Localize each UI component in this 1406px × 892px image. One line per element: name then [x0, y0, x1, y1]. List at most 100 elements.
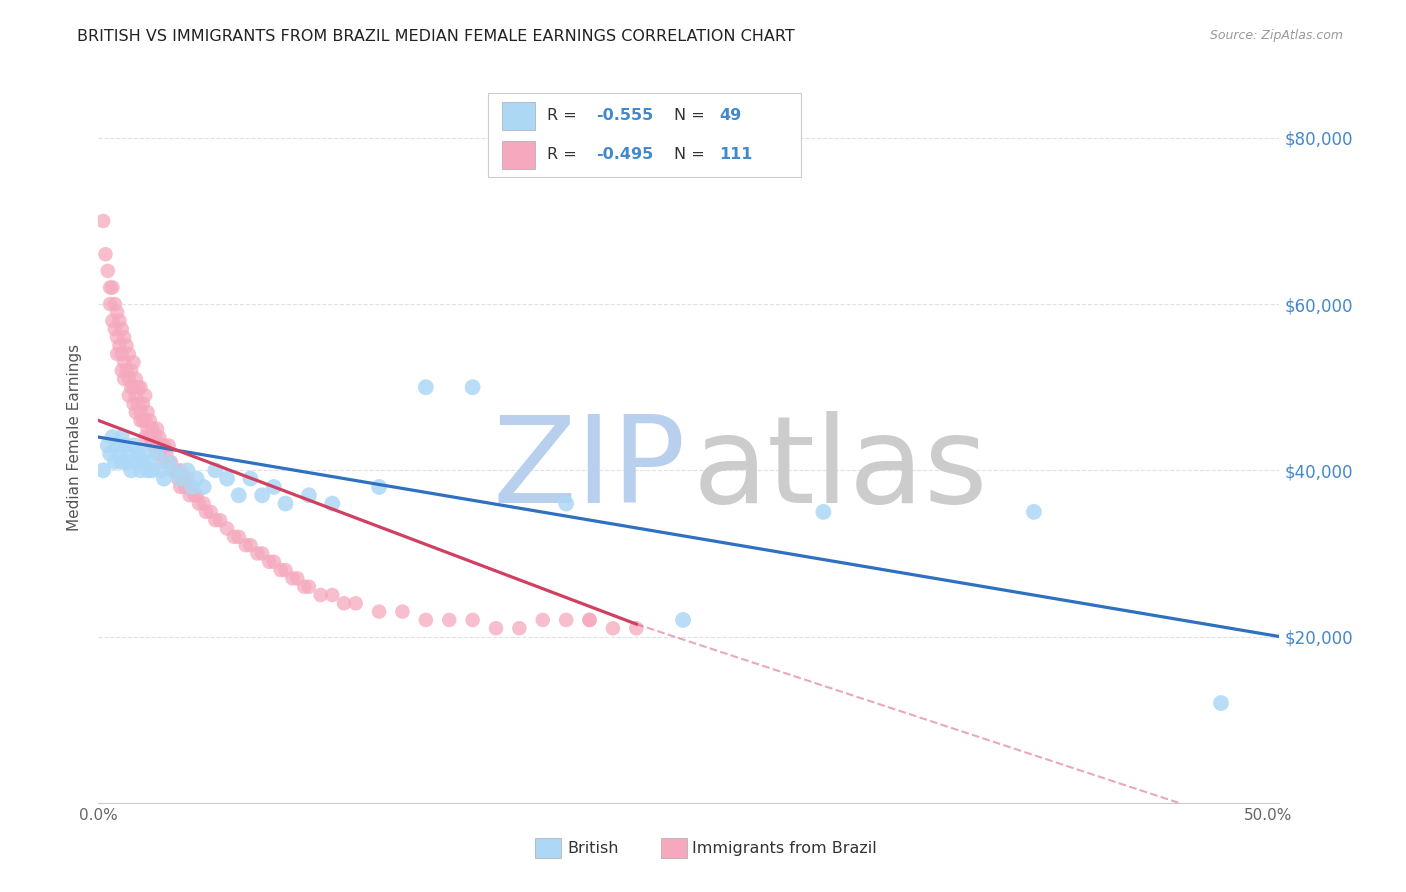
Point: [250, 488, 273, 502]
Point: [143, 430, 166, 444]
Point: [344, 596, 367, 610]
Point: [132, 397, 155, 411]
Point: [91, 463, 114, 477]
Point: [162, 463, 184, 477]
Text: -0.555: -0.555: [596, 109, 652, 123]
Point: [165, 463, 187, 477]
FancyBboxPatch shape: [502, 102, 536, 130]
Point: [602, 621, 624, 635]
Point: [94, 247, 117, 261]
Point: [193, 480, 215, 494]
Point: [200, 505, 222, 519]
Text: R =: R =: [547, 147, 582, 162]
Point: [1022, 505, 1045, 519]
Point: [169, 480, 191, 494]
Point: [127, 397, 149, 411]
Point: [112, 372, 135, 386]
Point: [157, 455, 180, 469]
Point: [281, 571, 304, 585]
Point: [285, 571, 308, 585]
Point: [160, 455, 183, 469]
Point: [150, 463, 173, 477]
Point: [292, 580, 315, 594]
Point: [368, 480, 391, 494]
Point: [120, 363, 142, 377]
Point: [228, 530, 250, 544]
FancyBboxPatch shape: [502, 141, 536, 169]
Point: [195, 505, 218, 519]
Point: [120, 463, 142, 477]
Point: [555, 497, 578, 511]
Point: [91, 214, 114, 228]
Point: [246, 546, 269, 560]
Point: [105, 330, 128, 344]
Point: [186, 488, 208, 502]
Point: [257, 555, 280, 569]
Point: [321, 497, 343, 511]
Text: British: British: [567, 840, 619, 855]
Text: Source: ZipAtlas.com: Source: ZipAtlas.com: [1209, 29, 1343, 42]
Point: [127, 380, 149, 394]
Point: [508, 621, 530, 635]
Point: [139, 430, 162, 444]
Point: [104, 297, 127, 311]
Point: [129, 405, 152, 419]
Point: [461, 613, 484, 627]
Point: [626, 621, 648, 635]
Point: [115, 338, 138, 352]
Point: [111, 430, 134, 444]
Point: [169, 472, 191, 486]
Point: [148, 430, 170, 444]
Point: [136, 463, 159, 477]
Point: [263, 555, 285, 569]
Point: [309, 588, 332, 602]
Point: [118, 388, 141, 402]
Point: [235, 538, 257, 552]
Point: [111, 455, 134, 469]
Point: [222, 530, 245, 544]
Text: 49: 49: [720, 109, 742, 123]
Point: [250, 546, 273, 560]
Point: [146, 438, 169, 452]
Point: [181, 480, 204, 494]
Point: [136, 405, 159, 419]
Point: [391, 605, 413, 619]
Point: [162, 463, 184, 477]
Point: [118, 372, 141, 386]
Point: [97, 264, 120, 278]
Point: [186, 472, 208, 486]
Point: [125, 388, 148, 402]
Point: [157, 455, 180, 469]
Point: [193, 497, 215, 511]
Point: [148, 447, 170, 461]
Point: [228, 488, 250, 502]
Point: [172, 472, 194, 486]
Point: [112, 438, 135, 452]
Point: [176, 463, 198, 477]
Point: [150, 438, 173, 452]
Point: [125, 405, 148, 419]
Point: [104, 322, 127, 336]
Point: [485, 621, 508, 635]
Point: [141, 463, 163, 477]
Point: [239, 538, 262, 552]
Point: [333, 596, 356, 610]
Y-axis label: Median Female Earnings: Median Female Earnings: [67, 343, 83, 531]
Text: ZIP: ZIP: [492, 411, 685, 528]
Point: [139, 413, 162, 427]
Text: N =: N =: [673, 109, 710, 123]
Point: [157, 438, 180, 452]
Point: [111, 363, 134, 377]
Point: [120, 380, 142, 394]
Point: [122, 397, 145, 411]
Point: [129, 380, 152, 394]
Point: [105, 305, 128, 319]
Point: [104, 455, 127, 469]
Text: BRITISH VS IMMIGRANTS FROM BRAZIL MEDIAN FEMALE EARNINGS CORRELATION CHART: BRITISH VS IMMIGRANTS FROM BRAZIL MEDIAN…: [77, 29, 794, 44]
Point: [125, 455, 148, 469]
Point: [298, 488, 321, 502]
Point: [208, 513, 231, 527]
Point: [112, 355, 135, 369]
Point: [204, 463, 226, 477]
Point: [813, 505, 835, 519]
